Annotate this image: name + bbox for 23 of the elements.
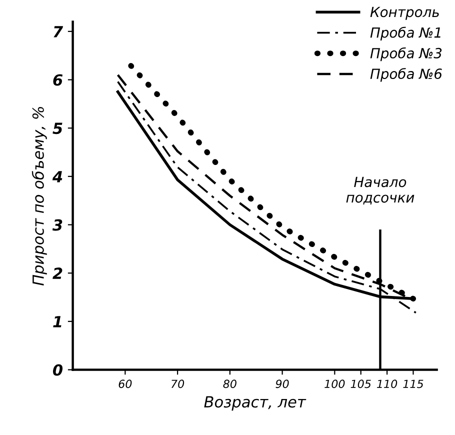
y-tick-label: 1 [53,316,62,328]
y-tick-label: 6 [53,74,63,86]
y-axis-title: Прирост по объему, % [32,107,47,286]
x-tick-label: 105 [350,380,371,388]
y-tick-label: 2 [52,268,62,279]
legend-label: Контроль [370,6,439,20]
x-axis-title: Возраст, лет [204,396,306,411]
x-tick-label: 90 [276,380,289,388]
ref-line-label: Начало подсочки [346,176,414,204]
x-tick-label: 60 [118,380,132,388]
x-tick-label: 80 [223,380,236,388]
y-tick-label: 4 [52,171,62,182]
x-tick-label: 100 [324,380,345,388]
x-tick-label: 110 [376,380,398,388]
x-tick-label: 115 [403,380,424,388]
legend-label: Проба №1 [370,26,440,40]
y-tick-label: 5 [52,122,62,134]
y-tick-label: 7 [54,26,64,38]
y-tick-label: 0 [53,364,63,376]
legend-label: Проба №3 [370,47,442,62]
legend-label: Проба №6 [370,68,442,82]
y-tick-label: 3 [52,219,62,231]
x-tick-label: 70 [172,380,184,388]
